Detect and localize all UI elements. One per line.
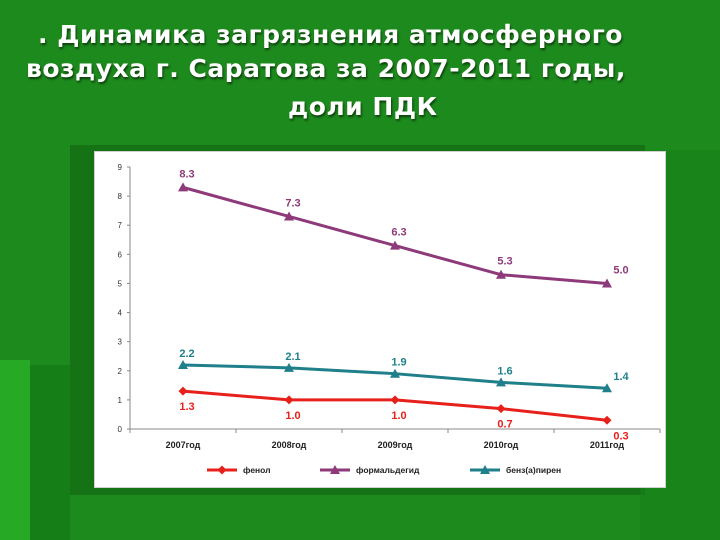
data-label: 1.3	[179, 401, 194, 413]
legend-label: фенол	[243, 465, 271, 475]
y-tick-label: 3	[118, 338, 123, 347]
data-label: 2.1	[285, 351, 300, 363]
data-label: 5.3	[497, 256, 512, 268]
data-point	[178, 359, 188, 369]
y-tick-label: 9	[118, 163, 123, 172]
chart-panel: 0 1 2 3 4 5 6 7 8 9 2007год 2008год 2009год 2010год 20…	[95, 152, 665, 487]
data-label: 1.0	[391, 410, 406, 422]
legend-marker	[480, 465, 490, 474]
y-tick-label: 4	[118, 309, 123, 318]
y-tick-label: 6	[118, 250, 123, 259]
data-label: 0.7	[497, 419, 512, 431]
y-tick-label: 0	[118, 425, 123, 434]
data-point	[284, 362, 294, 372]
data-label: 6.3	[391, 227, 406, 239]
y-tick-label: 7	[118, 221, 123, 230]
data-label: 1.6	[497, 365, 512, 377]
x-tick-label: 2007год	[166, 440, 201, 450]
data-point	[390, 368, 400, 378]
legend-label: бенз(а)пирен	[506, 465, 561, 475]
data-point	[284, 395, 294, 405]
line-chart: 0 1 2 3 4 5 6 7 8 9 2007год 2008год 2009год 2010год 20…	[118, 163, 661, 475]
data-point	[602, 383, 612, 393]
title-line-2: воздуха г. Саратова за 2007-2011 годы,	[26, 54, 626, 83]
y-tick-label: 2	[118, 367, 123, 376]
data-label: 1.0	[285, 410, 300, 422]
data-label: 1.9	[391, 357, 406, 369]
data-point	[496, 377, 506, 387]
data-point	[602, 415, 612, 425]
data-label: 7.3	[285, 197, 300, 209]
data-label: 0.3	[613, 430, 628, 442]
x-tick-label: 2009год	[378, 440, 413, 450]
legend-marker	[330, 465, 340, 474]
y-tick-label: 5	[118, 279, 123, 288]
x-tick-label: 2008год	[272, 440, 307, 450]
data-point	[178, 182, 188, 192]
title-line-1: . Динамика загрязнения атмосферного	[38, 20, 623, 49]
data-point	[496, 269, 506, 279]
data-point	[284, 211, 294, 221]
legend-label: формальдегид	[356, 465, 420, 475]
data-label: 1.4	[613, 371, 629, 383]
x-tick-label: 2010год	[484, 440, 519, 450]
data-label: 5.0	[613, 264, 628, 276]
data-point	[602, 278, 612, 288]
data-point	[178, 386, 188, 396]
x-tick-label: 2011год	[590, 440, 625, 450]
data-point	[390, 395, 400, 405]
y-tick-label: 1	[118, 396, 123, 405]
data-label: 2.2	[179, 348, 194, 360]
title-line-3: доли ПДК	[288, 92, 438, 121]
data-point	[390, 240, 400, 250]
data-point	[496, 404, 506, 414]
legend-marker	[217, 465, 227, 475]
data-label: 8.3	[179, 168, 194, 180]
y-tick-label: 8	[118, 192, 123, 201]
slide-title: . Динамика загрязнения атмосферного возд…	[20, 18, 700, 124]
